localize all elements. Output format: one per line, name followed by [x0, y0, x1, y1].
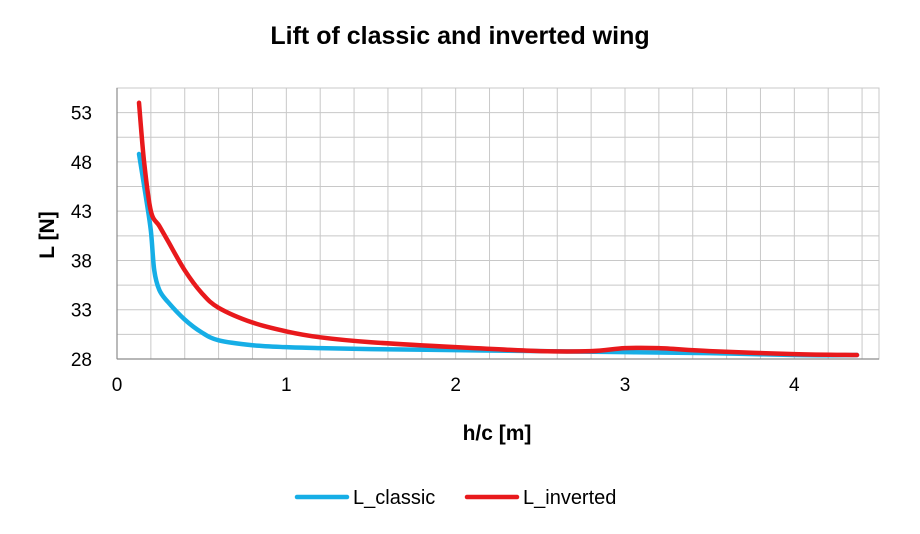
axes: [116, 88, 879, 360]
y-tick-label: 48: [71, 153, 92, 174]
legend-entry: L_classic: [353, 487, 435, 509]
y-axis-label: L [N]: [36, 211, 59, 258]
y-tick-label: 43: [71, 202, 92, 223]
x-tick-label: 4: [789, 375, 800, 396]
series-line-l-inverted: [136, 100, 860, 358]
x-tick-label: 2: [450, 375, 461, 396]
x-tick-label: 3: [620, 375, 631, 396]
grid: [116, 87, 880, 360]
series-line-l-classic: [136, 151, 860, 358]
legend-entry: L_inverted: [523, 487, 616, 509]
chart-title: Lift of classic and inverted wing: [270, 22, 649, 50]
series-lines: [136, 100, 860, 358]
y-tick-label: 28: [71, 350, 92, 371]
x-axis-label: h/c [m]: [463, 422, 532, 445]
y-tick-label: 33: [71, 301, 92, 322]
plot-frame: [116, 87, 880, 360]
x-tick-label: 0: [112, 375, 123, 396]
legend: L_classic L_inverted: [294, 487, 616, 509]
x-tick-label: 1: [281, 375, 292, 396]
y-tick-label: 53: [71, 104, 92, 125]
tick-labels: 0 1 2 3 4 28 33 38 43 48 53: [71, 104, 800, 396]
y-tick-label: 38: [71, 251, 92, 272]
